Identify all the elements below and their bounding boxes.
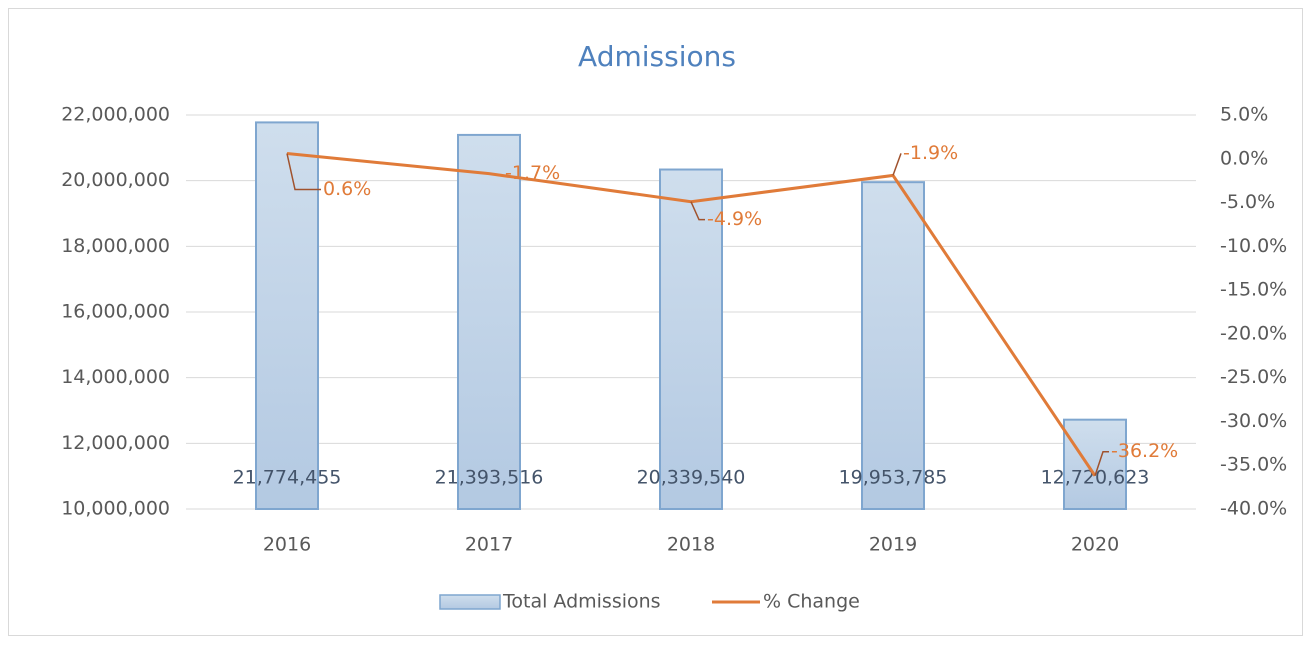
bar-value-label: 20,339,540 [637,467,746,489]
bar [255,121,319,510]
x-tick-label: 2016 [263,534,311,556]
line-value-label: -4.9% [707,208,762,230]
bar-value-label: 12,720,623 [1041,467,1150,489]
legend-swatch [439,594,501,610]
bar [861,181,925,510]
legend-label: Total Admissions [502,591,661,613]
y2-tick-label: -10.0% [1220,235,1287,257]
y-tick-label: 20,000,000 [61,169,170,191]
line-value-label: -36.2% [1111,440,1178,462]
leader-line [1094,450,1109,476]
y-tick-label: 12,000,000 [61,432,170,454]
x-tick-label: 2017 [465,534,513,556]
x-tick-label: 2018 [667,534,715,556]
y2-tick-label: -15.0% [1220,279,1287,301]
x-tick-label: 2019 [869,534,917,556]
y2-tick-label: -5.0% [1220,191,1275,213]
y2-tick-label: -40.0% [1220,498,1287,520]
line-value-label: -1.7% [505,162,560,184]
y-tick-label: 16,000,000 [61,301,170,323]
legend-label: % Change [763,591,860,613]
bar [659,168,723,510]
bar [1063,418,1127,511]
chart-title: Admissions [578,40,736,73]
bar [457,133,521,510]
x-tick-label: 2020 [1071,534,1119,556]
leader-line [286,153,321,191]
bar-value-label: 19,953,785 [839,467,948,489]
chart-frame [8,8,1303,636]
bar-value-label: 21,393,516 [435,467,544,489]
y-tick-label: 22,000,000 [61,104,170,126]
y-tick-label: 14,000,000 [61,366,170,388]
y2-tick-label: -30.0% [1220,410,1287,432]
line-value-label: -1.9% [903,142,958,164]
bar-value-label: 21,774,455 [233,467,342,489]
y-tick-label: 10,000,000 [61,498,170,520]
y2-tick-label: -20.0% [1220,322,1287,344]
y2-tick-label: 0.0% [1220,147,1268,169]
line-value-label: 0.6% [323,178,371,200]
y2-tick-label: -35.0% [1220,454,1287,476]
leader-line [690,201,705,221]
leader-line [892,153,902,176]
y-tick-label: 18,000,000 [61,235,170,257]
y2-tick-label: -25.0% [1220,366,1287,388]
y2-tick-label: 5.0% [1220,104,1268,126]
